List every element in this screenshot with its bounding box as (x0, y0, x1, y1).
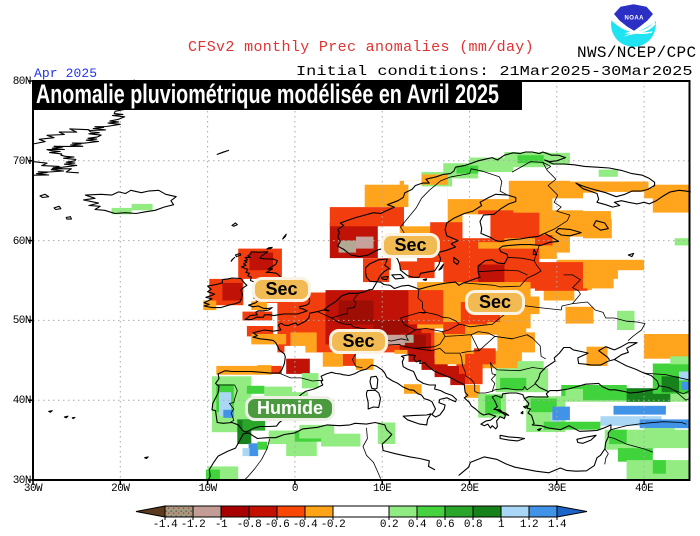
svg-text:NOAA: NOAA (625, 15, 645, 21)
